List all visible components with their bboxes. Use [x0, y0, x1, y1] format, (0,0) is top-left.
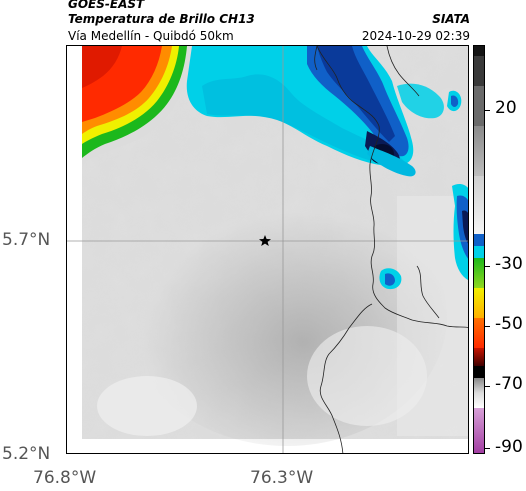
- colorbar-tick: [485, 326, 490, 327]
- colorbar-label-minus30: -30: [495, 254, 523, 274]
- colorbar-segment: [474, 318, 484, 348]
- colorbar-segment: [474, 288, 484, 318]
- colorbar-segment: [474, 348, 484, 366]
- colorbar-segment: [474, 408, 484, 453]
- colorbar-segment: [474, 86, 484, 126]
- colorbar-segment: [474, 46, 484, 56]
- colorbar-segment: [474, 56, 484, 86]
- colorbar-label-minus90: -90: [495, 437, 523, 457]
- colorbar-tick: [485, 266, 490, 267]
- borders: [314, 46, 468, 453]
- colorbar-segment: [474, 366, 484, 378]
- colorbar-segment: [474, 176, 484, 234]
- lat-label-5-7: 5.7°N: [2, 230, 51, 250]
- title-satellite: GOES-EAST: [68, 0, 145, 11]
- title-timestamp: 2024-10-29 02:39: [361, 29, 470, 43]
- colorbar-tick: [485, 448, 490, 449]
- colorbar-label-minus50: -50: [495, 314, 523, 334]
- cold-cloud-east: [379, 183, 468, 290]
- title-org: SIATA: [432, 12, 470, 26]
- title-product: Temperatura de Brillo CH13: [68, 12, 255, 26]
- lon-label-76-3: 76.3°W: [250, 468, 314, 488]
- colorbar-segment: [474, 246, 484, 258]
- colorbar: [473, 45, 485, 454]
- colorbar-label-20: 20: [495, 98, 517, 118]
- cold-cloud-northwest: [82, 46, 192, 164]
- map-layer: [67, 46, 468, 453]
- colorbar-segment: [474, 378, 484, 408]
- colorbar-segment: [474, 126, 484, 176]
- colorbar-segment: [474, 234, 484, 246]
- colorbar-tick: [485, 110, 490, 111]
- lon-label-76-8: 76.8°W: [33, 468, 97, 488]
- colorbar-label-minus70: -70: [495, 374, 523, 394]
- location-marker-star-icon: [259, 235, 271, 246]
- colorbar-segment: [474, 258, 484, 288]
- lat-label-5-2: 5.2°N: [2, 444, 51, 464]
- colorbar-tick: [485, 386, 490, 387]
- map-canvas[interactable]: [66, 45, 469, 454]
- cold-cloud-northeast: [186, 46, 462, 177]
- title-route: Vía Medellín - Quibdó 50km: [68, 29, 234, 43]
